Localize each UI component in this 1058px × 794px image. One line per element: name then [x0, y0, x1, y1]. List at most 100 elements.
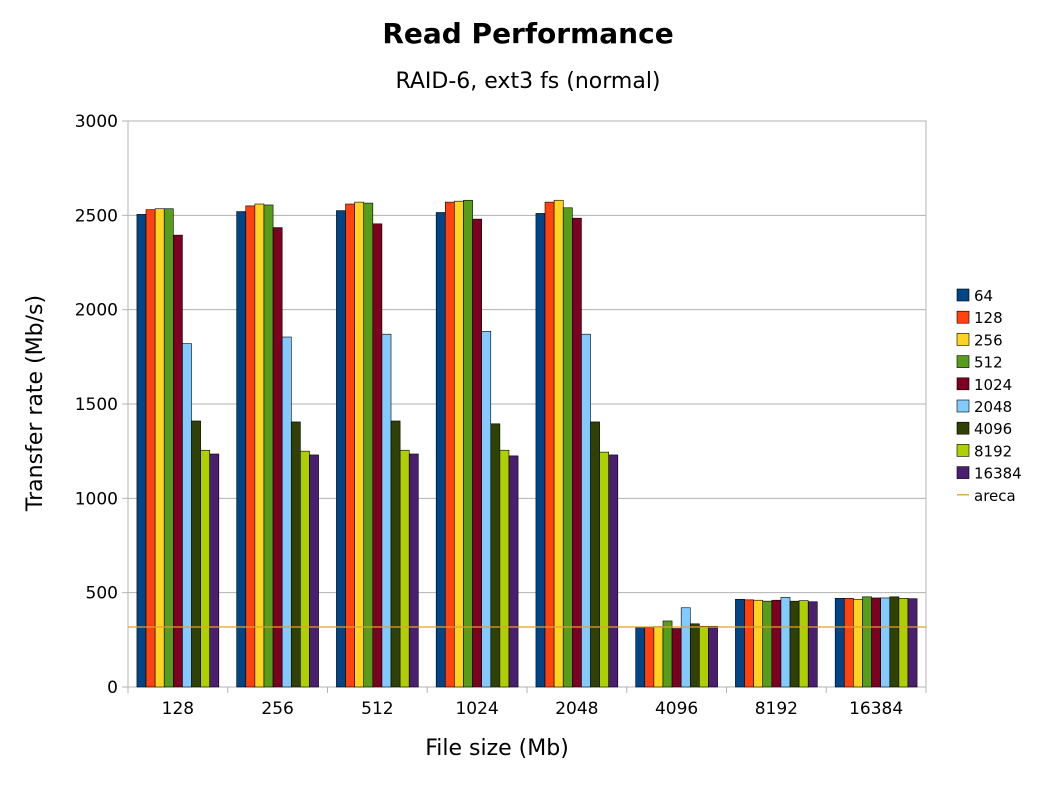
bar-64-16384 [834, 598, 845, 688]
bar-4096-2048 [590, 421, 600, 688]
legend-label: 1024 [974, 376, 1012, 394]
bar-8192-2048 [599, 451, 610, 688]
bar-128-4096 [644, 627, 655, 688]
bar-4096-16384 [889, 596, 900, 688]
bar-1024-256 [272, 227, 283, 688]
bar-128-1024 [444, 201, 455, 688]
bar-64-512 [336, 210, 346, 688]
legend-swatch-256 [956, 333, 970, 346]
bar-4096-8192 [789, 600, 800, 688]
bar-128-512 [345, 203, 355, 688]
bar-128-2048 [544, 201, 555, 688]
bar-2048-512 [381, 333, 392, 688]
bar-512-128 [163, 208, 174, 688]
bar-64-8192 [735, 598, 745, 688]
x-tick-label: 512 [361, 699, 393, 719]
bar-8192-4096 [699, 625, 709, 688]
bar-128-8192 [744, 599, 754, 688]
legend-label: 64 [974, 287, 993, 305]
bar-16384-8192 [807, 601, 818, 688]
bar-2048-2048 [581, 333, 591, 688]
bar-16384-256 [309, 454, 319, 688]
legend-swatch-128 [956, 310, 970, 324]
y-tick-label: 2500 [75, 206, 118, 226]
bar-1024-4096 [671, 628, 682, 688]
bar-16384-512 [408, 453, 419, 688]
bar-2048-1024 [481, 331, 492, 688]
legend-swatch-1024 [956, 377, 970, 391]
legend-label: 16384 [974, 465, 1022, 483]
bar-2048-4096 [680, 607, 691, 688]
bar-128-16384 [843, 598, 854, 688]
bar-1024-1024 [472, 218, 482, 688]
bar-256-4096 [653, 626, 664, 688]
bar-64-4096 [635, 627, 646, 688]
legend-label: 128 [974, 309, 1003, 327]
bar-512-512 [363, 202, 374, 688]
plot-area: 0 500 1000 1500 2000 2500 3000 128 256 512 1024 204… [75, 112, 927, 719]
bar-8192-8192 [798, 600, 809, 688]
bar-512-4096 [662, 620, 673, 688]
y-tick-label: 1000 [75, 489, 118, 509]
x-tick-label: 1024 [455, 699, 498, 719]
bar-16384-4096 [708, 625, 718, 688]
bar-4096-1024 [490, 423, 501, 688]
bar-8192-256 [300, 450, 310, 688]
legend-swatch-16384 [956, 466, 970, 479]
bar-8192-128 [200, 449, 211, 688]
y-tick-label: 2000 [75, 301, 118, 321]
x-tick-label: 2048 [555, 699, 598, 719]
bar-128-128 [145, 209, 156, 688]
bar-1024-512 [372, 223, 383, 688]
chart-subtitle: RAID-6, ext3 fs (normal) [395, 69, 660, 94]
y-tick-label: 3000 [75, 112, 118, 132]
bar-2048-8192 [780, 597, 791, 688]
bar-512-1024 [463, 199, 473, 688]
bar-2048-16384 [880, 597, 891, 688]
chart-title: Read Performance [382, 17, 673, 50]
legend: 64 128 256 512 1024 2048 4096 8192 16384 areca [956, 287, 1022, 505]
y-tick-label: 1500 [75, 395, 118, 415]
legend-label: 4096 [974, 420, 1012, 438]
bar-128-256 [245, 205, 256, 688]
bar-512-8192 [762, 600, 773, 688]
legend-swatch-8192 [956, 444, 970, 457]
bar-512-2048 [562, 207, 573, 688]
x-tick-label: 16384 [849, 699, 903, 719]
bar-1024-8192 [771, 599, 782, 688]
bar-256-256 [254, 203, 265, 688]
y-axis-title: Transfer rate (Mb/s) [23, 295, 48, 512]
bar-16384-1024 [508, 455, 519, 688]
bar-512-256 [263, 204, 274, 688]
bar-16384-16384 [907, 598, 918, 688]
bar-4096-4096 [689, 623, 700, 688]
legend-swatch-4096 [956, 421, 970, 435]
x-tick-label: 4096 [655, 699, 698, 719]
bar-1024-128 [173, 234, 183, 688]
bar-256-512 [354, 201, 365, 688]
y-tick-label: 0 [107, 678, 118, 698]
bar-256-1024 [454, 200, 464, 688]
legend-label: 512 [974, 354, 1003, 372]
bar-256-8192 [753, 599, 764, 688]
bar-64-1024 [435, 212, 446, 688]
legend-label: 8192 [974, 442, 1012, 460]
bar-256-128 [154, 208, 165, 688]
bar-256-16384 [853, 598, 863, 688]
bar-8192-1024 [499, 449, 510, 688]
bar-64-2048 [535, 213, 546, 688]
x-tick-label: 8192 [755, 699, 798, 719]
legend-label: 2048 [974, 398, 1012, 416]
bar-8192-16384 [898, 598, 909, 688]
x-tick-label: 256 [261, 699, 293, 719]
x-axis-title: File size (Mb) [425, 736, 569, 761]
bar-4096-512 [390, 420, 401, 688]
bar-512-16384 [862, 596, 872, 688]
bar-8192-512 [399, 449, 410, 688]
bar-2048-256 [281, 336, 292, 688]
bar-4096-128 [191, 420, 201, 688]
bar-16384-128 [209, 453, 220, 688]
legend-swatch-64 [956, 288, 970, 302]
legend-label: areca [974, 487, 1016, 505]
